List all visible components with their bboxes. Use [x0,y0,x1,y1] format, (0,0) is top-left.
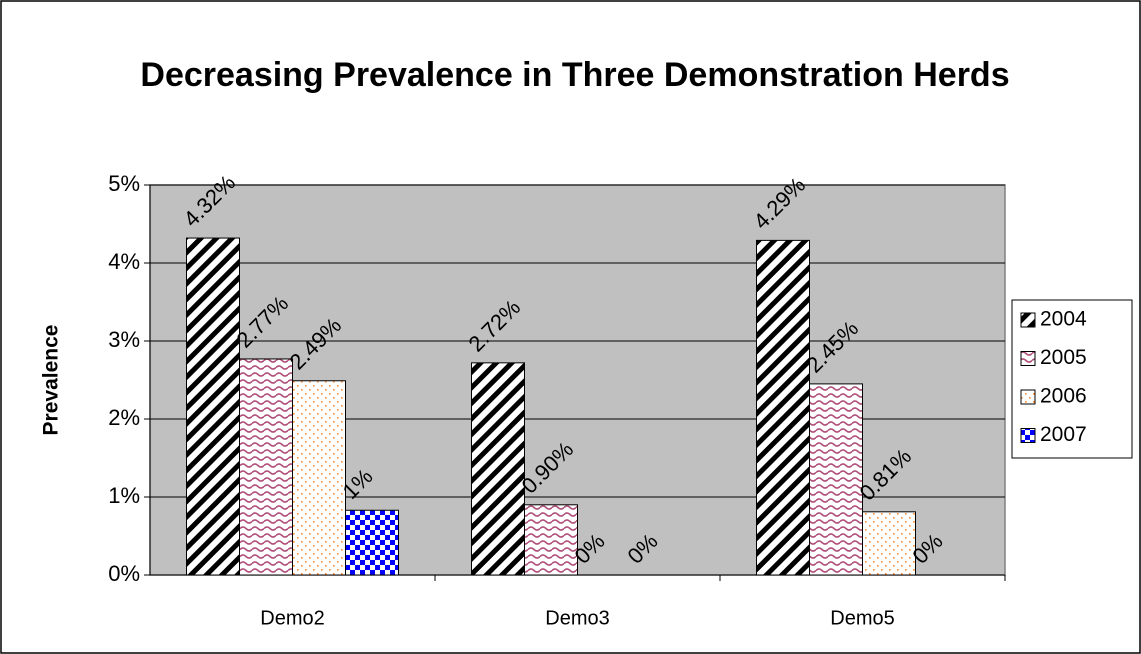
y-tick-label: 4% [108,249,140,274]
y-tick-label: 5% [108,171,140,196]
legend-label: 2007 [1040,423,1087,446]
x-tick-label: Demo5 [830,607,894,629]
legend-label: 2004 [1040,308,1087,331]
bar [292,380,346,576]
x-tick-label: Demo3 [545,607,609,629]
legend-swatch [1020,351,1036,366]
y-axis-label: Prevalence [40,325,63,436]
x-tick-label: Demo2 [260,607,324,629]
bar [756,239,810,576]
legend-label: 2005 [1040,346,1087,369]
y-tick-label: 2% [108,405,140,430]
legend-swatch [1020,428,1036,443]
bar [471,362,525,576]
chart-title: Decreasing Prevalence in Three Demonstra… [140,56,1010,94]
bar [524,504,578,576]
y-tick-label: 1% [108,483,140,508]
legend-label: 2006 [1040,385,1087,408]
legend-swatch [1020,389,1036,405]
bar [809,383,863,576]
bar [186,237,240,576]
legend-swatch [1020,312,1036,328]
bar [239,358,293,576]
bar [862,511,916,576]
y-tick-label: 3% [108,327,140,352]
y-tick-label: 0% [108,561,140,586]
bar [345,509,399,576]
